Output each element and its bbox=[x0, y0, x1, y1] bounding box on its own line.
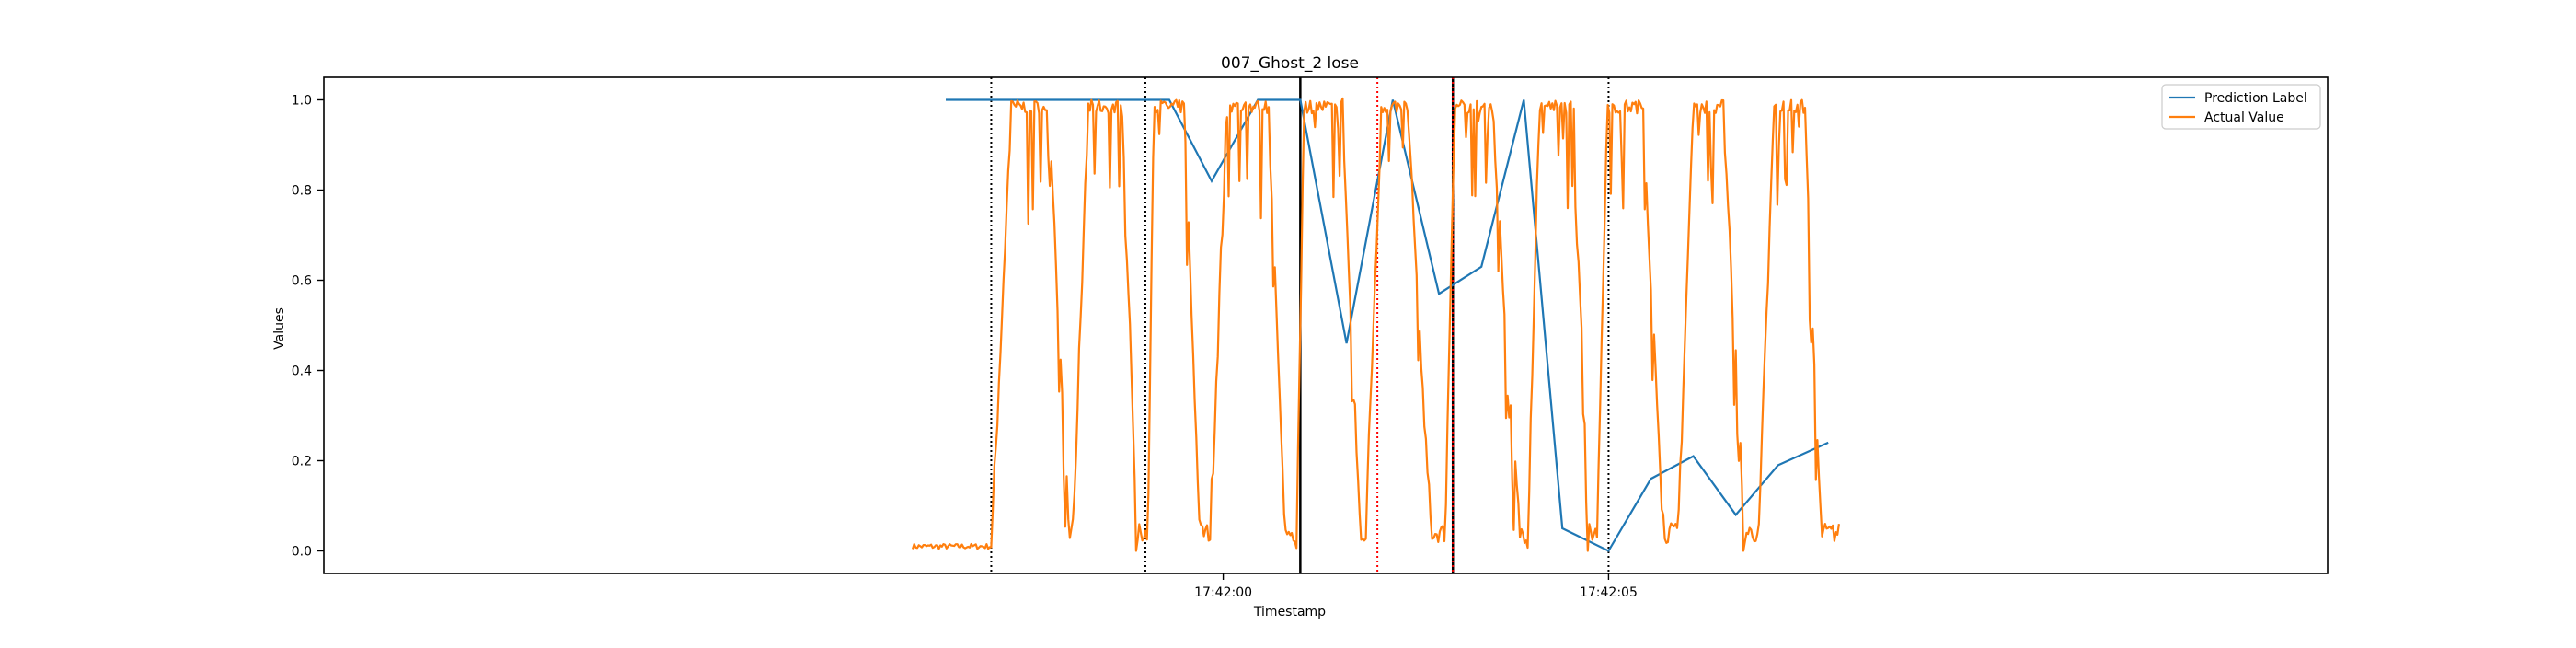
axes: 0.0 0.2 0.4 0.6 0.8 1.0 17:42:00 17:42:05 bbox=[292, 76, 2329, 600]
legend: Prediction Label Actual Value bbox=[2161, 84, 2321, 130]
y-tick-label: 0.6 bbox=[292, 274, 312, 289]
axes-frame bbox=[323, 76, 2329, 574]
plot-area bbox=[911, 77, 1840, 573]
y-tick-label: 1.0 bbox=[292, 94, 312, 109]
y-tick-label: 0.4 bbox=[292, 364, 312, 379]
y-axis-label: Values bbox=[272, 307, 287, 350]
x-tick-label: 17:42:05 bbox=[1580, 585, 1638, 600]
legend-box bbox=[2161, 84, 2321, 130]
chart-title: 007_Ghost_2 lose bbox=[1221, 54, 1359, 73]
x-axis-label: Timestamp bbox=[1253, 605, 1326, 619]
y-tick-label: 0.8 bbox=[292, 184, 312, 199]
legend-label: Actual Value bbox=[2204, 110, 2284, 125]
y-tick-label: 0.0 bbox=[292, 545, 312, 560]
series-actual-value-line bbox=[911, 97, 1840, 552]
series-prediction-label-line bbox=[946, 98, 1829, 552]
y-tick-label: 0.2 bbox=[292, 455, 312, 469]
x-tick-label: 17:42:00 bbox=[1194, 585, 1252, 600]
legend-label: Prediction Label bbox=[2204, 91, 2307, 106]
